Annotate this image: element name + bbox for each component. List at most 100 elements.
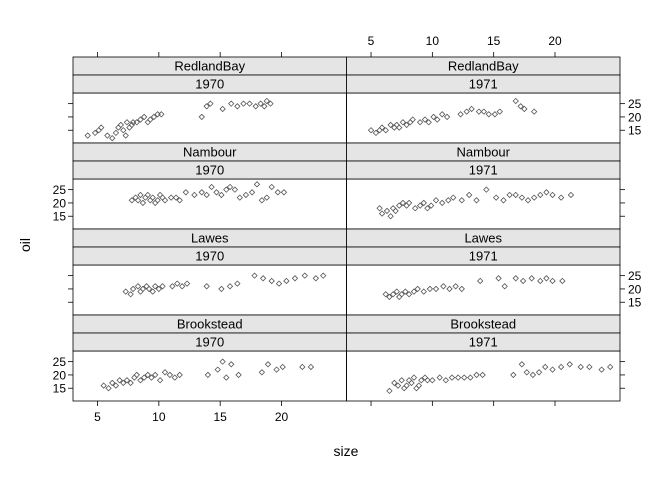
data-point xyxy=(228,361,235,368)
data-point xyxy=(267,100,274,107)
data-point xyxy=(109,379,116,387)
data-point xyxy=(420,199,427,207)
data-point xyxy=(223,374,230,381)
y-tick-label: 20 xyxy=(628,110,642,124)
data-point xyxy=(398,377,405,384)
panel-frame xyxy=(72,264,347,316)
data-point xyxy=(382,291,389,298)
data-point xyxy=(389,291,397,298)
data-point xyxy=(275,280,283,287)
data-point xyxy=(512,191,519,199)
y-tick-label: 20 xyxy=(53,196,67,210)
y-axis-label: oil xyxy=(17,238,33,252)
data-point xyxy=(128,197,136,204)
data-point xyxy=(491,111,499,118)
data-point xyxy=(458,197,465,204)
y-tick-label: 15 xyxy=(53,382,67,396)
data-point xyxy=(432,285,440,293)
data-point xyxy=(258,369,266,376)
data-point xyxy=(405,377,413,384)
data-point xyxy=(144,191,151,199)
strip-label-site: RedlandBay xyxy=(448,59,519,74)
data-point xyxy=(127,379,134,387)
data-point xyxy=(473,197,480,204)
data-point xyxy=(182,189,189,196)
data-point xyxy=(140,113,148,121)
data-point xyxy=(410,374,418,381)
data-point xyxy=(442,377,450,384)
data-point xyxy=(176,197,183,204)
panel-frame xyxy=(346,350,621,402)
data-point xyxy=(391,379,398,387)
data-point xyxy=(403,121,410,129)
strip-label-site: Brookstead xyxy=(450,317,516,332)
data-point xyxy=(425,119,432,126)
data-point xyxy=(115,124,122,131)
data-point xyxy=(112,129,120,137)
data-point xyxy=(131,374,138,381)
data-point xyxy=(142,194,149,201)
data-point xyxy=(463,108,470,115)
data-point xyxy=(393,288,400,295)
data-point xyxy=(198,189,205,196)
data-point xyxy=(152,283,159,290)
data-point xyxy=(228,100,235,107)
data-point xyxy=(166,371,174,379)
data-point xyxy=(434,116,441,123)
data-point xyxy=(524,197,532,204)
data-point xyxy=(586,363,593,371)
data-point xyxy=(235,371,242,379)
data-point xyxy=(226,183,234,191)
data-point xyxy=(399,119,407,126)
data-point xyxy=(257,100,264,107)
data-point xyxy=(535,369,543,376)
data-point xyxy=(367,127,375,134)
data-point xyxy=(268,277,275,285)
data-point xyxy=(557,363,565,371)
data-point xyxy=(440,283,447,290)
x-axis-label: size xyxy=(334,443,359,459)
data-point xyxy=(279,363,286,371)
data-point xyxy=(408,379,415,387)
data-point xyxy=(519,277,527,285)
data-point xyxy=(137,116,144,123)
data-point xyxy=(145,285,153,293)
data-point xyxy=(477,277,484,285)
data-point xyxy=(178,283,186,290)
data-point xyxy=(242,191,250,199)
panel-frame xyxy=(346,92,621,144)
data-point xyxy=(512,275,519,282)
x-tick-label: 10 xyxy=(426,34,440,48)
data-point xyxy=(283,277,290,285)
data-point xyxy=(398,291,405,298)
data-point xyxy=(506,191,513,199)
data-point xyxy=(263,97,270,105)
data-point xyxy=(529,371,537,379)
data-point xyxy=(251,272,258,279)
data-point xyxy=(396,124,403,131)
data-point xyxy=(159,194,166,201)
data-point xyxy=(410,288,418,295)
data-point xyxy=(480,108,488,115)
data-point xyxy=(413,385,420,392)
data-point xyxy=(258,197,266,204)
data-point xyxy=(84,132,91,139)
data-point xyxy=(158,111,165,118)
y-tick-label: 20 xyxy=(628,282,642,296)
data-point xyxy=(263,194,270,201)
y-tick-label: 15 xyxy=(628,124,642,138)
data-point xyxy=(150,113,158,121)
data-point xyxy=(542,363,549,371)
y-tick-label: 25 xyxy=(628,97,642,111)
data-point xyxy=(557,194,565,201)
data-point xyxy=(479,371,486,379)
data-point xyxy=(134,197,142,204)
data-point xyxy=(416,202,424,209)
panel-strip xyxy=(346,246,621,266)
data-point xyxy=(246,100,253,107)
data-point xyxy=(140,374,148,381)
panel-frame xyxy=(346,264,621,316)
data-point xyxy=(301,272,308,279)
strip-label-year: 1971 xyxy=(469,249,498,264)
